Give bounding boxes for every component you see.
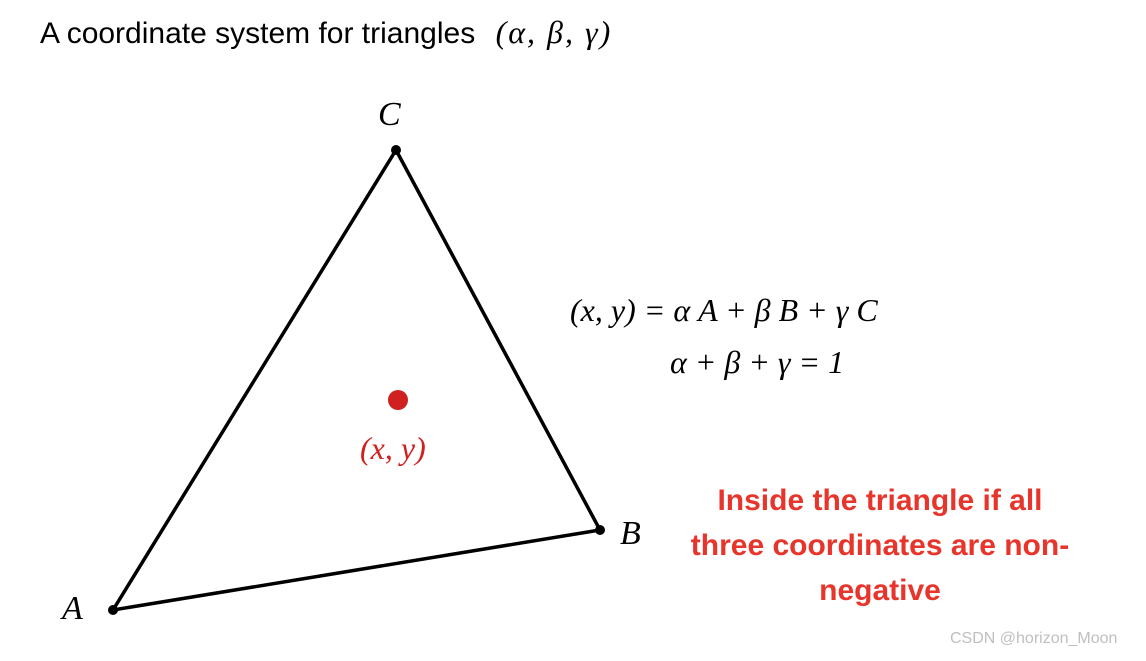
equation-barycentric: (x, y) = α A + β B + γ C bbox=[570, 292, 878, 329]
vertex-dot-c bbox=[391, 145, 401, 155]
vertex-dot-a bbox=[108, 605, 118, 615]
vertex-label-a: A bbox=[62, 590, 83, 628]
equation-constraint: α + β + γ = 1 bbox=[670, 344, 844, 381]
triangle-outline bbox=[113, 150, 600, 610]
interior-point-label: (x, y) bbox=[360, 430, 426, 467]
vertex-label-c: C bbox=[378, 96, 401, 134]
watermark: CSDN @horizon_Moon bbox=[950, 630, 1117, 648]
vertex-label-b: B bbox=[620, 515, 641, 553]
vertex-dot-b bbox=[595, 525, 605, 535]
condition-text: Inside the triangle if all three coordin… bbox=[680, 478, 1080, 613]
interior-point-dot bbox=[388, 390, 408, 410]
